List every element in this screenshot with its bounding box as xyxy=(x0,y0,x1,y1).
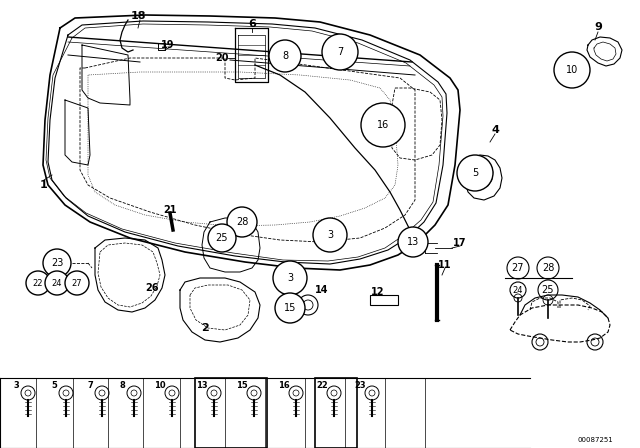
Circle shape xyxy=(273,261,307,295)
Circle shape xyxy=(227,207,257,237)
Text: 10: 10 xyxy=(154,380,166,389)
Text: 27: 27 xyxy=(72,279,83,288)
Text: 00087251: 00087251 xyxy=(577,437,613,443)
Circle shape xyxy=(275,293,305,323)
Text: 5: 5 xyxy=(472,168,478,178)
Text: 24: 24 xyxy=(513,285,524,294)
Text: 17: 17 xyxy=(453,238,467,248)
Text: 16: 16 xyxy=(278,380,290,389)
Text: 10: 10 xyxy=(566,65,578,75)
Text: 2: 2 xyxy=(201,323,209,333)
Circle shape xyxy=(43,249,71,277)
Text: 13: 13 xyxy=(196,380,208,389)
Text: 24: 24 xyxy=(52,279,62,288)
Text: 9: 9 xyxy=(594,22,602,32)
Text: 7: 7 xyxy=(87,380,93,389)
Bar xyxy=(370,295,398,305)
Circle shape xyxy=(361,103,405,147)
Circle shape xyxy=(398,227,428,257)
Text: 20: 20 xyxy=(215,53,228,63)
Circle shape xyxy=(269,40,301,72)
Text: 12: 12 xyxy=(371,287,385,297)
Circle shape xyxy=(26,271,50,295)
Circle shape xyxy=(313,218,347,252)
Text: 1: 1 xyxy=(40,180,48,190)
Text: 6: 6 xyxy=(248,19,256,29)
Circle shape xyxy=(45,271,69,295)
Text: 11: 11 xyxy=(438,260,452,270)
Text: 27: 27 xyxy=(512,263,524,273)
Text: 8: 8 xyxy=(282,51,288,61)
Text: 23: 23 xyxy=(354,380,366,389)
Text: 28: 28 xyxy=(236,217,248,227)
Text: 16: 16 xyxy=(377,120,389,130)
Circle shape xyxy=(208,224,236,252)
Circle shape xyxy=(457,155,493,191)
Text: 8: 8 xyxy=(119,380,125,389)
Text: 13: 13 xyxy=(407,237,419,247)
Text: 14: 14 xyxy=(316,285,329,295)
Circle shape xyxy=(554,52,590,88)
Circle shape xyxy=(322,34,358,70)
Text: 28: 28 xyxy=(542,263,554,273)
Text: 19: 19 xyxy=(161,40,175,50)
Text: 18: 18 xyxy=(131,11,146,21)
Text: 25: 25 xyxy=(541,285,554,295)
Text: 25: 25 xyxy=(216,233,228,243)
Text: 15: 15 xyxy=(236,380,248,389)
Text: 3: 3 xyxy=(327,230,333,240)
Text: 15: 15 xyxy=(284,303,296,313)
Bar xyxy=(315,378,357,448)
Text: 22: 22 xyxy=(316,380,328,389)
Text: 21: 21 xyxy=(163,205,177,215)
Text: 4: 4 xyxy=(491,125,499,135)
Text: 7: 7 xyxy=(337,47,343,57)
Circle shape xyxy=(65,271,89,295)
Text: 3: 3 xyxy=(287,273,293,283)
Text: 23: 23 xyxy=(51,258,63,268)
Text: 22: 22 xyxy=(33,279,44,288)
Text: 5: 5 xyxy=(51,380,57,389)
Text: 26: 26 xyxy=(145,283,159,293)
Text: 3: 3 xyxy=(13,380,19,389)
Bar xyxy=(195,378,267,448)
